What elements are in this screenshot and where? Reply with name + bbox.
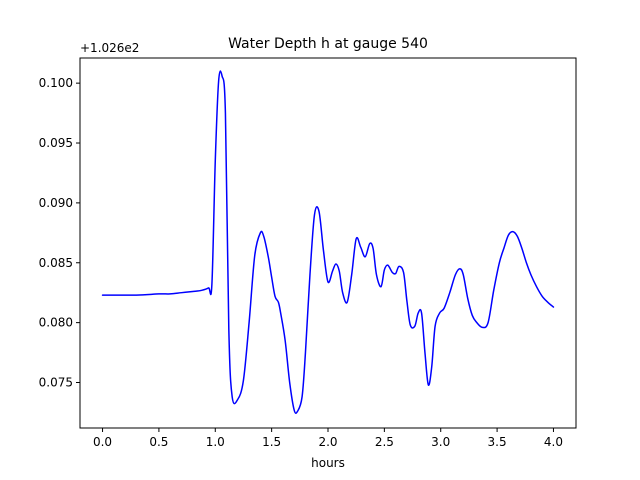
x-tick-label: 1.0 <box>206 435 225 449</box>
series-line-water-depth <box>101 70 555 415</box>
y-tick-label: 0.085 <box>39 256 73 270</box>
y-tick-label: 0.100 <box>39 76 73 90</box>
x-tick-label: 1.5 <box>262 435 281 449</box>
chart-title: Water Depth h at gauge 540 <box>228 36 428 52</box>
x-tick-label: 0.5 <box>149 435 168 449</box>
y-axis-ticks: 0.075 0.080 0.085 0.090 0.095 0.100 <box>39 76 80 389</box>
y-tick-label: 0.075 <box>39 375 73 389</box>
y-axis-offset-text: +1.026e2 <box>80 41 139 55</box>
plot-area: 0.0 0.5 1.0 1.5 2.0 2.5 3.0 3.5 4.0 0.0750.0800.… <box>39 57 577 449</box>
x-tick-label: 2.5 <box>375 435 394 449</box>
y-tick-label: 0.090 <box>39 196 73 210</box>
axes-frame <box>79 57 577 429</box>
x-tick-label: 3.5 <box>488 435 507 449</box>
x-tick-label: 2.0 <box>318 435 337 449</box>
x-axis-ticks: 0.0 0.5 1.0 1.5 2.0 2.5 3.0 3.5 4.0 <box>93 428 563 449</box>
x-axis-label: hours <box>311 456 345 470</box>
y-tick-label: 0.095 <box>39 136 73 150</box>
x-tick-label: 3.0 <box>431 435 450 449</box>
y-tick-label: 0.080 <box>39 316 73 330</box>
x-tick-label: 0.0 <box>93 435 112 449</box>
x-tick-label: 4.0 <box>544 435 563 449</box>
